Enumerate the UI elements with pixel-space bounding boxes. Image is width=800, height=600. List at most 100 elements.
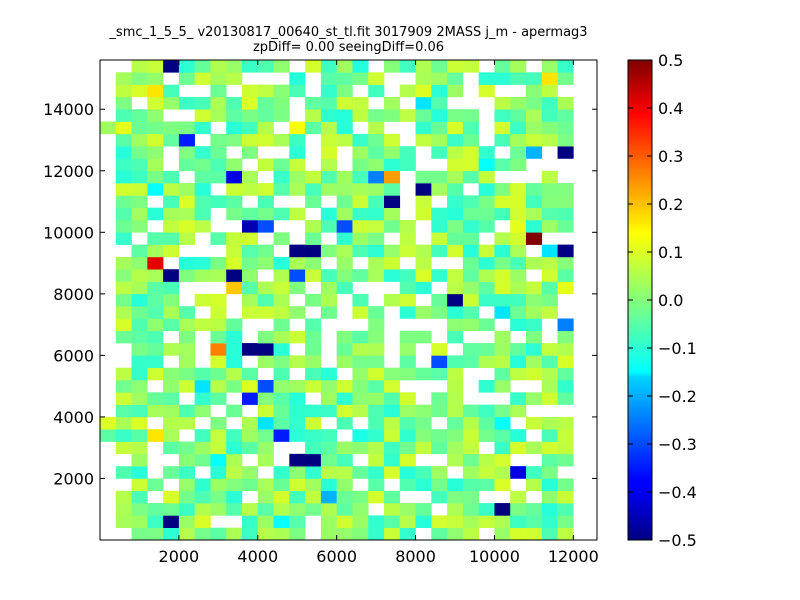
heatmap-cell bbox=[289, 158, 306, 172]
heatmap-cell bbox=[131, 343, 148, 356]
heatmap-cell bbox=[163, 121, 180, 135]
heatmap-cell bbox=[242, 109, 259, 122]
heatmap-cell bbox=[131, 318, 148, 332]
heatmap-cell bbox=[194, 158, 211, 172]
heatmap-cell bbox=[399, 478, 416, 492]
heatmap-cell bbox=[399, 306, 416, 319]
heatmap-cell bbox=[510, 60, 527, 73]
heatmap-cell bbox=[510, 343, 527, 356]
heatmap-cell bbox=[320, 527, 337, 541]
heatmap-cell bbox=[242, 256, 259, 270]
heatmap-cell bbox=[194, 380, 211, 393]
heatmap-cell bbox=[415, 256, 432, 270]
heatmap-cell bbox=[494, 96, 511, 110]
heatmap-cell bbox=[541, 183, 558, 196]
heatmap-cell bbox=[273, 133, 290, 147]
heatmap-cell bbox=[320, 72, 337, 85]
y-tick-label: 4000 bbox=[53, 408, 94, 427]
heatmap-cell bbox=[320, 404, 337, 418]
heatmap-cell bbox=[352, 527, 369, 541]
heatmap-cell bbox=[257, 515, 274, 528]
heatmap-cell bbox=[415, 478, 432, 492]
heatmap-cell bbox=[399, 220, 416, 233]
heatmap-cell bbox=[478, 207, 495, 221]
heatmap-cell bbox=[541, 441, 558, 455]
heatmap-cell bbox=[384, 367, 401, 381]
heatmap-cell bbox=[510, 490, 527, 504]
heatmap-cell bbox=[431, 367, 448, 381]
heatmap-cell bbox=[178, 367, 195, 381]
heatmap-cell bbox=[242, 281, 259, 295]
heatmap-cell bbox=[289, 453, 306, 467]
heatmap-cell bbox=[320, 515, 337, 528]
heatmap-cell bbox=[336, 60, 353, 73]
heatmap-cell bbox=[510, 355, 527, 368]
heatmap-cell bbox=[368, 256, 385, 270]
heatmap-cell bbox=[147, 392, 164, 405]
heatmap-cell bbox=[178, 527, 195, 541]
heatmap-cell bbox=[399, 281, 416, 295]
heatmap-cell bbox=[447, 72, 464, 85]
heatmap-cell bbox=[336, 478, 353, 492]
heatmap-cell bbox=[447, 441, 464, 455]
heatmap-cell bbox=[557, 343, 574, 356]
heatmap-cell bbox=[242, 416, 259, 430]
heatmap-cell bbox=[210, 380, 227, 393]
heatmap-cell bbox=[368, 133, 385, 147]
heatmap-cell bbox=[462, 466, 479, 479]
heatmap-cell bbox=[163, 429, 180, 442]
heatmap-cell bbox=[494, 207, 511, 221]
heatmap-cell bbox=[557, 355, 574, 368]
heatmap-cell bbox=[541, 84, 558, 98]
heatmap-cell bbox=[178, 72, 195, 85]
heatmap-cell bbox=[431, 404, 448, 418]
heatmap-cell bbox=[352, 220, 369, 233]
heatmap-cell bbox=[115, 133, 132, 147]
heatmap-cell bbox=[242, 232, 259, 245]
heatmap-cell bbox=[194, 515, 211, 528]
heatmap-cell bbox=[431, 170, 448, 184]
heatmap-cell bbox=[289, 84, 306, 98]
heatmap-cell bbox=[131, 367, 148, 381]
heatmap-cell bbox=[368, 429, 385, 442]
heatmap-cell bbox=[163, 392, 180, 405]
heatmap-cell bbox=[305, 441, 322, 455]
heatmap-cell bbox=[352, 60, 369, 73]
heatmap-cell bbox=[131, 429, 148, 442]
heatmap-cell bbox=[336, 515, 353, 528]
heatmap-cell bbox=[336, 109, 353, 122]
heatmap-cell bbox=[415, 306, 432, 319]
heatmap-cell bbox=[273, 232, 290, 245]
heatmap-cell bbox=[510, 269, 527, 282]
heatmap-cell bbox=[557, 453, 574, 467]
heatmap-cell bbox=[226, 195, 243, 208]
heatmap-cell bbox=[210, 490, 227, 504]
heatmap-cell bbox=[226, 109, 243, 122]
heatmap-cell bbox=[273, 207, 290, 221]
heatmap-cell bbox=[289, 478, 306, 492]
heatmap-cell bbox=[305, 170, 322, 184]
heatmap-cell bbox=[163, 490, 180, 504]
heatmap-cell bbox=[352, 269, 369, 282]
heatmap-cell bbox=[178, 490, 195, 504]
heatmap-cell bbox=[194, 318, 211, 332]
heatmap-cell bbox=[368, 404, 385, 418]
heatmap-cell bbox=[352, 133, 369, 147]
heatmap-cell bbox=[541, 269, 558, 282]
heatmap-cell bbox=[526, 367, 543, 381]
heatmap-cell bbox=[447, 404, 464, 418]
heatmap-cell bbox=[447, 195, 464, 208]
heatmap-cell bbox=[336, 269, 353, 282]
heatmap-cell bbox=[226, 330, 243, 344]
heatmap-cell bbox=[226, 158, 243, 172]
heatmap-cell bbox=[147, 96, 164, 110]
heatmap-cell bbox=[163, 527, 180, 541]
heatmap-cell bbox=[257, 503, 274, 516]
heatmap-cell bbox=[415, 330, 432, 344]
heatmap-cell bbox=[510, 515, 527, 528]
heatmap-cell bbox=[526, 527, 543, 541]
colorbar-axis: 0.5 0.4 0.3 0.2 0.1 0.0 −0.1 −0.2 −0.3 −0.4 −0.5 bbox=[628, 51, 697, 550]
heatmap-cell bbox=[257, 416, 274, 430]
heatmap-cell bbox=[478, 416, 495, 430]
